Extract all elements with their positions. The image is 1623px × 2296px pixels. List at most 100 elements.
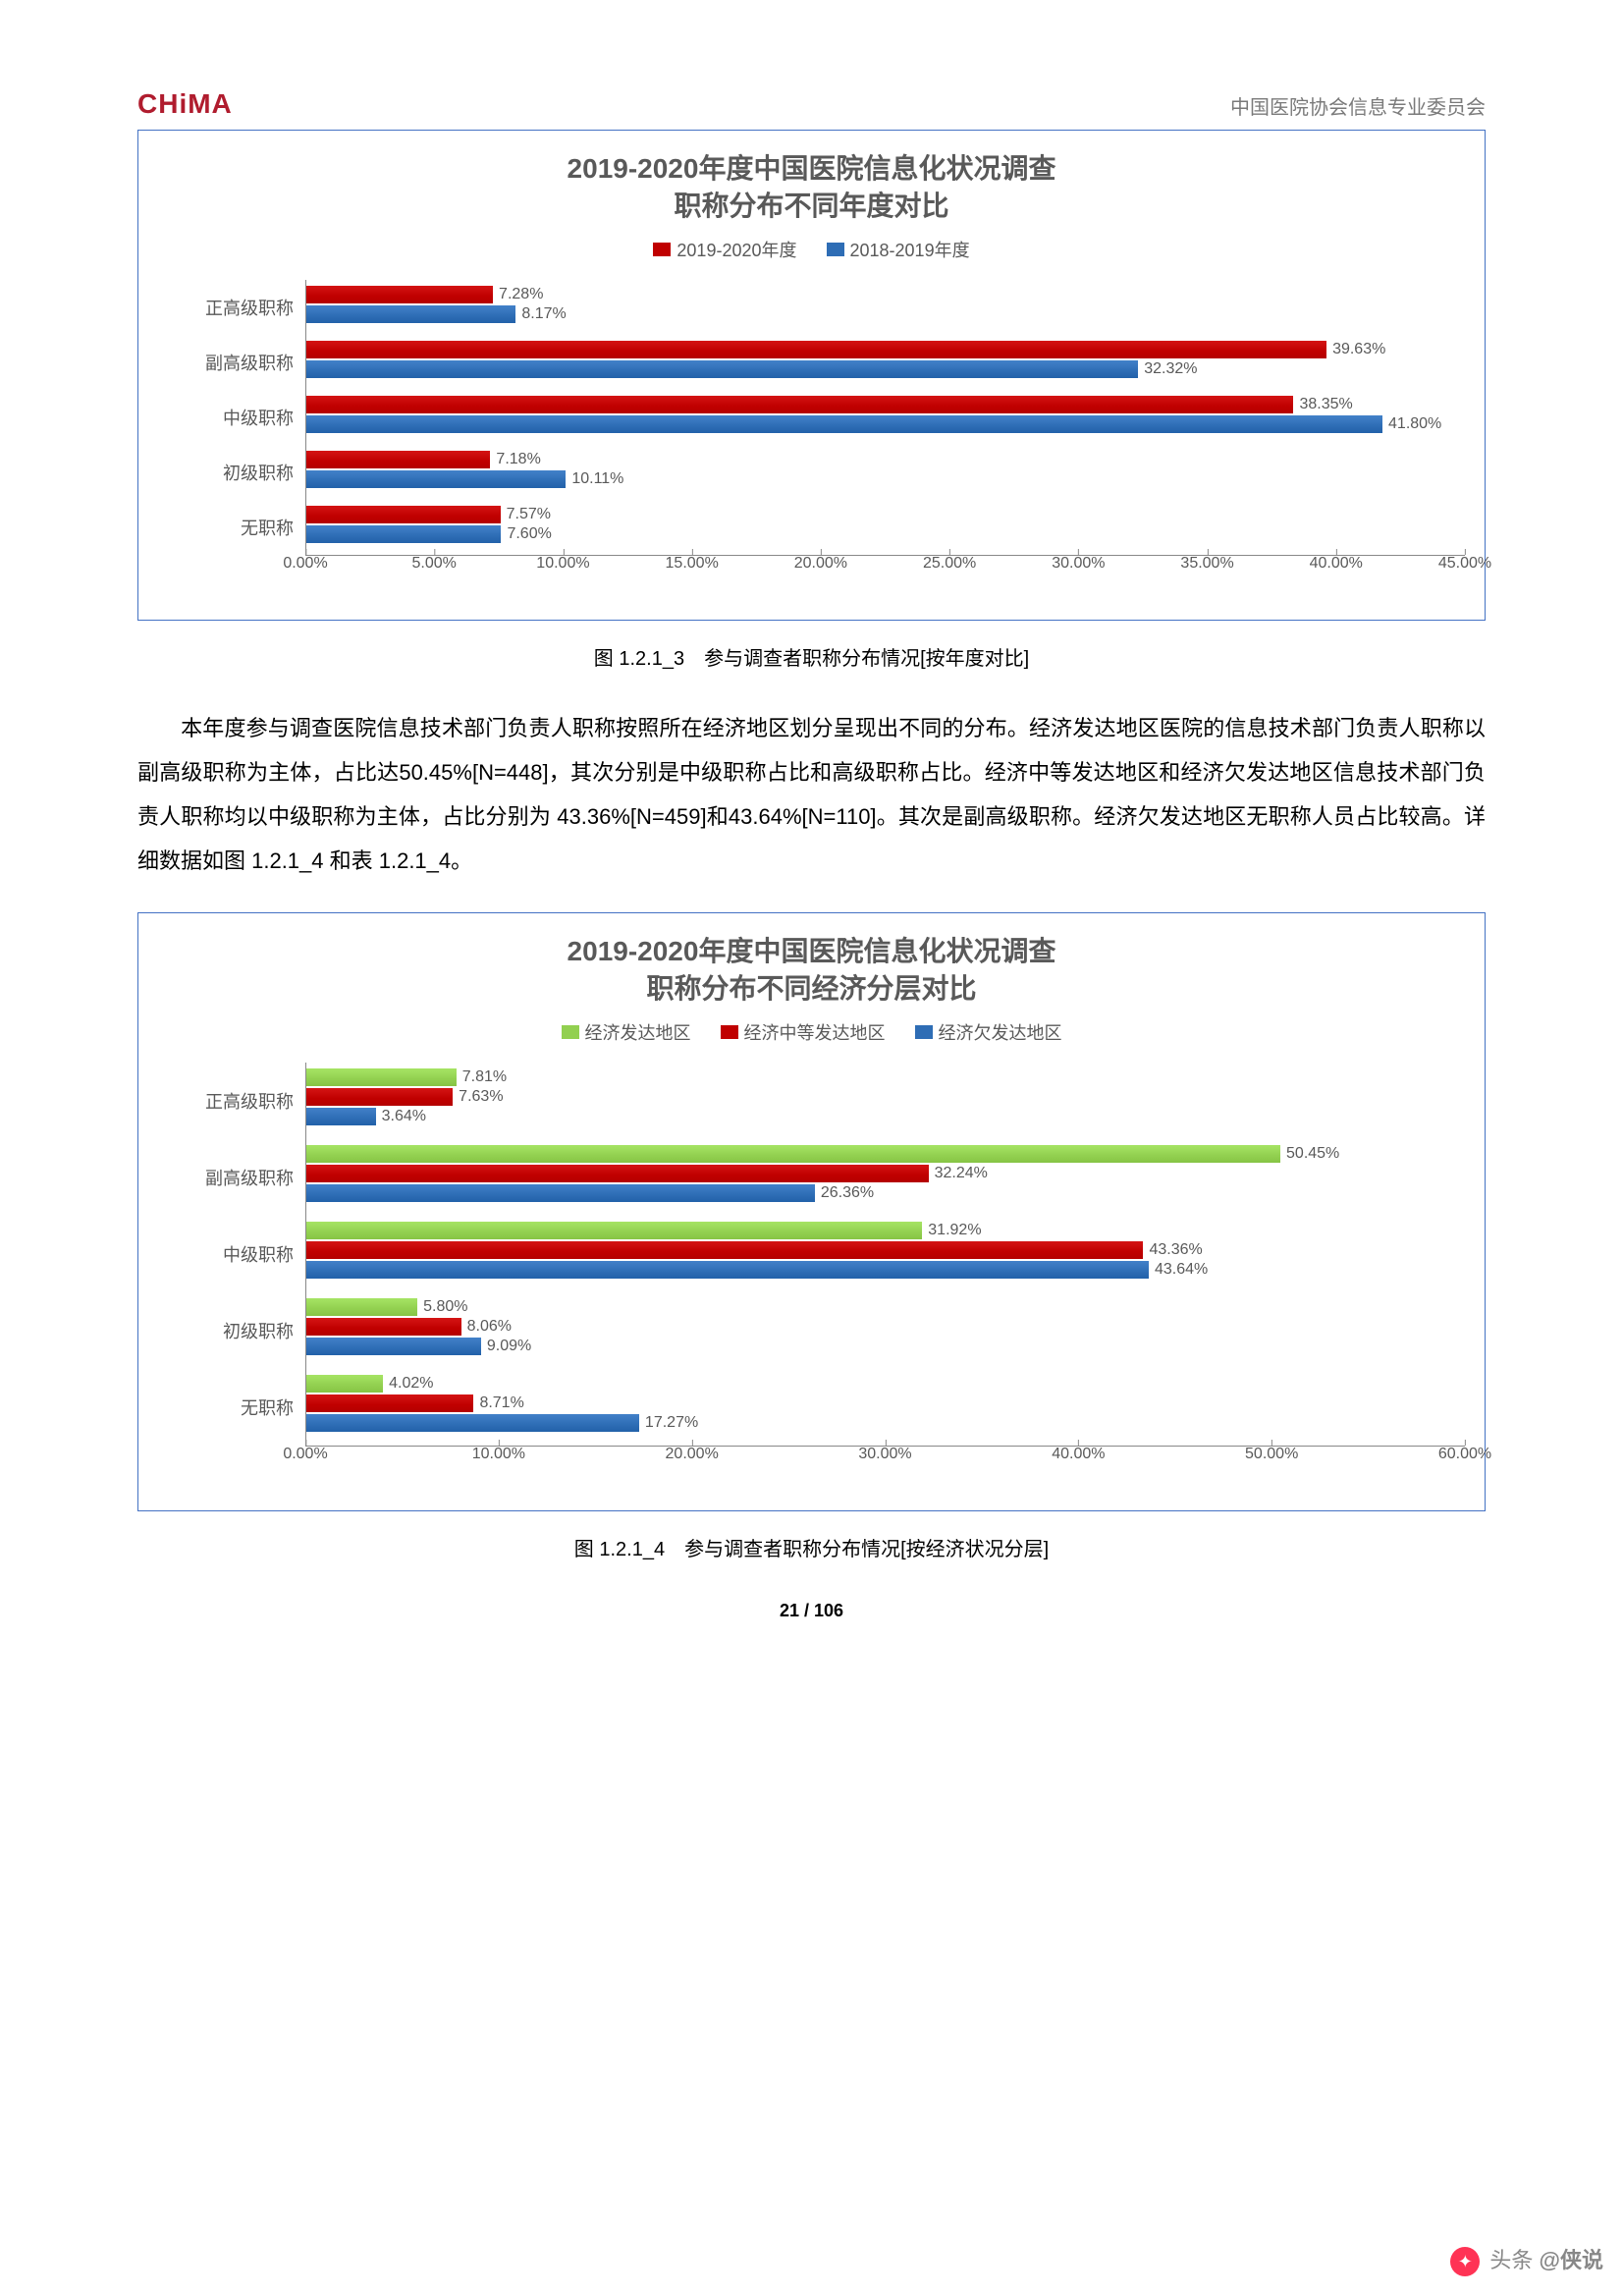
body-paragraph: 本年度参与调查医院信息技术部门负责人职称按照所在经济地区划分呈现出不同的分布。经… (137, 706, 1486, 883)
chart-2-title: 2019-2020年度中国医院信息化状况调查 职称分布不同经济分层对比 (158, 933, 1465, 1008)
bar-value-label: 50.45% (1280, 1145, 1339, 1163)
x-tick: 60.00% (1438, 1446, 1491, 1463)
page-number-text: 21 / 106 (780, 1601, 843, 1620)
legend-item: 经济中等发达地区 (721, 1019, 886, 1045)
bar-value-label: 39.63% (1326, 341, 1385, 358)
watermark-icon: ✦ (1450, 2247, 1480, 2276)
chart-2-caption: 图 1.2.1_4 参与调查者职称分布情况[按经济状况分层] (137, 1533, 1486, 1561)
bar-value-label: 7.81% (457, 1068, 507, 1086)
chart-2-legend: 经济发达地区经济中等发达地区经济欠发达地区 (158, 1019, 1465, 1045)
watermark: ✦ 头条 @侠说 (1450, 2243, 1603, 2276)
legend-swatch (915, 1025, 933, 1039)
legend-swatch (653, 243, 671, 256)
bar: 32.32% (305, 360, 1138, 378)
chart-1-plot: 正高级职称7.28%8.17%副高级职称39.63%32.32%中级职称38.3… (158, 280, 1465, 590)
legend-label: 经济发达地区 (585, 1019, 691, 1045)
bar-value-label: 32.24% (929, 1165, 988, 1182)
category-row: 中级职称38.35%41.80% (158, 390, 1465, 445)
x-tick: 5.00% (412, 555, 457, 573)
category-row: 初级职称7.18%10.11% (158, 445, 1465, 500)
bar-value-label: 32.32% (1138, 360, 1197, 378)
org-name: 中国医院协会信息专业委员会 (1230, 91, 1486, 120)
legend-item: 2019-2020年度 (653, 237, 796, 262)
bar: 26.36% (305, 1184, 815, 1202)
bar: 7.57% (305, 506, 501, 523)
legend-swatch (827, 243, 844, 256)
category-row: 副高级职称50.45%32.24%26.36% (158, 1139, 1465, 1216)
chart-2-plot: 正高级职称7.81%7.63%3.64%副高级职称50.45%32.24%26.… (158, 1063, 1465, 1481)
legend-label: 经济中等发达地区 (744, 1019, 886, 1045)
bar: 8.17% (305, 305, 515, 323)
bar: 8.06% (305, 1318, 461, 1336)
x-tick: 40.00% (1052, 1446, 1105, 1463)
bar-value-label: 43.36% (1143, 1241, 1202, 1259)
bar: 9.09% (305, 1338, 481, 1355)
category-row: 无职称4.02%8.71%17.27% (158, 1369, 1465, 1446)
chart-1-caption: 图 1.2.1_3 参与调查者职称分布情况[按年度对比] (137, 642, 1486, 671)
bar-value-label: 3.64% (376, 1108, 426, 1125)
page-header: CHiMA 中国医院协会信息专业委员会 (137, 88, 1486, 120)
chart-2: 2019-2020年度中国医院信息化状况调查 职称分布不同经济分层对比 经济发达… (137, 912, 1486, 1511)
x-tick: 0.00% (283, 1446, 327, 1463)
bar: 39.63% (305, 341, 1326, 358)
legend-item: 经济发达地区 (562, 1019, 691, 1045)
category-label: 无职称 (158, 515, 305, 540)
category-row: 副高级职称39.63%32.32% (158, 335, 1465, 390)
bar-value-label: 31.92% (922, 1222, 981, 1239)
x-tick: 30.00% (858, 1446, 911, 1463)
bar: 43.36% (305, 1241, 1143, 1259)
bar-value-label: 38.35% (1293, 396, 1352, 413)
bar-value-label: 7.28% (493, 286, 543, 303)
bar-value-label: 7.63% (453, 1088, 503, 1106)
x-axis: 0.00%10.00%20.00%30.00%40.00%50.00%60.00… (158, 1446, 1465, 1481)
y-axis (305, 280, 306, 555)
x-tick: 20.00% (666, 1446, 719, 1463)
x-tick: 15.00% (666, 555, 719, 573)
bar: 3.64% (305, 1108, 376, 1125)
bar: 7.63% (305, 1088, 453, 1106)
bars-group: 4.02%8.71%17.27% (305, 1369, 1465, 1446)
legend-label: 2018-2019年度 (850, 237, 970, 262)
watermark-prefix: 头条 (1489, 2248, 1533, 2272)
category-label: 副高级职称 (158, 350, 305, 375)
chart-1: 2019-2020年度中国医院信息化状况调查 职称分布不同年度对比 2019-2… (137, 130, 1486, 621)
chart-1-legend: 2019-2020年度 2018-2019年度 (158, 237, 1465, 262)
bar-value-label: 26.36% (815, 1184, 874, 1202)
category-label: 初级职称 (158, 460, 305, 485)
bar: 5.80% (305, 1298, 417, 1316)
bars-group: 38.35%41.80% (305, 390, 1465, 445)
x-tick: 50.00% (1245, 1446, 1298, 1463)
bar: 43.64% (305, 1261, 1149, 1279)
legend-swatch (562, 1025, 579, 1039)
category-label: 正高级职称 (158, 1088, 305, 1114)
bar: 7.60% (305, 525, 501, 543)
bar: 7.81% (305, 1068, 457, 1086)
category-row: 初级职称5.80%8.06%9.09% (158, 1292, 1465, 1369)
legend-item: 2018-2019年度 (827, 237, 970, 262)
category-label: 中级职称 (158, 1241, 305, 1267)
legend-swatch (721, 1025, 738, 1039)
page-number: 21 / 106 (137, 1601, 1486, 1621)
bars-group: 7.28% 8.17% (305, 280, 1465, 335)
bar-value-label: 43.64% (1149, 1261, 1208, 1279)
bar-value-label: 8.71% (473, 1394, 523, 1412)
y-axis (305, 1063, 306, 1446)
x-tick: 45.00% (1438, 555, 1491, 573)
bar: 7.28% (305, 286, 493, 303)
bar: 31.92% (305, 1222, 922, 1239)
category-label: 无职称 (158, 1394, 305, 1420)
x-tick: 10.00% (472, 1446, 525, 1463)
bar: 8.71% (305, 1394, 473, 1412)
bar: 17.27% (305, 1414, 639, 1432)
x-tick: 30.00% (1052, 555, 1105, 573)
chart-1-title-line1: 2019-2020年度中国医院信息化状况调查 (158, 150, 1465, 188)
category-label: 正高级职称 (158, 295, 305, 320)
bar-value-label: 8.17% (515, 305, 566, 323)
x-tick: 40.00% (1310, 555, 1363, 573)
bars-group: 39.63% 32.32% (305, 335, 1465, 390)
x-tick: 10.00% (536, 555, 589, 573)
bars-group: 7.81%7.63%3.64% (305, 1063, 1465, 1139)
bar-value-label: 5.80% (417, 1298, 467, 1316)
chart-2-title-line1: 2019-2020年度中国医院信息化状况调查 (158, 933, 1465, 970)
bar-value-label: 7.60% (501, 525, 551, 543)
